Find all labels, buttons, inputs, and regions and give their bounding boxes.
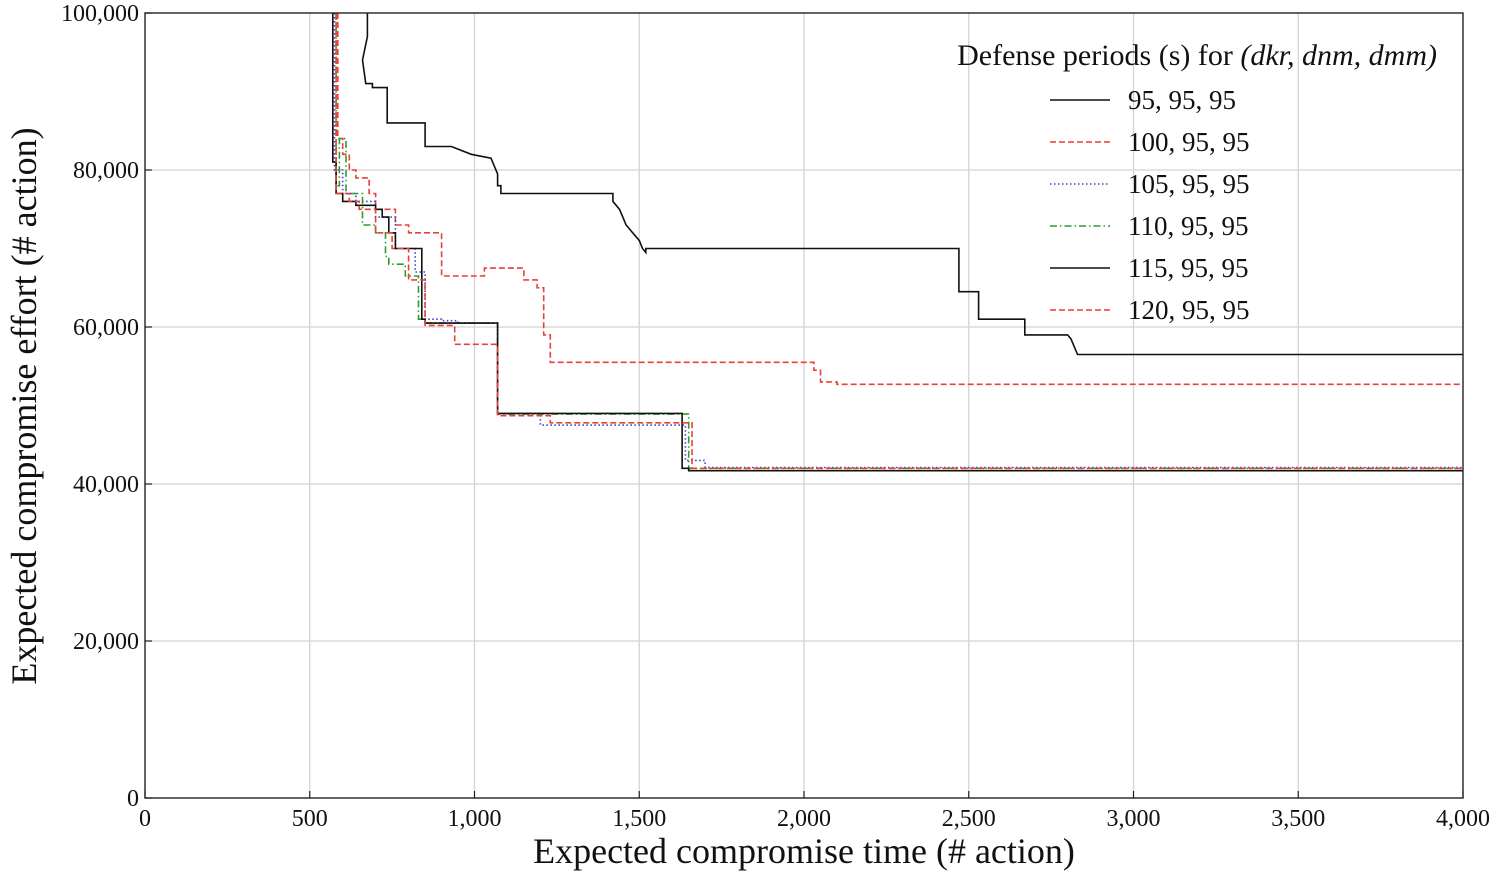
legend-label-6: 120, 95, 95 bbox=[1128, 295, 1250, 325]
series-line-3 bbox=[333, 13, 1463, 469]
legend-title-prefix: Defense periods (s) for bbox=[957, 39, 1240, 72]
y-axis-label: Expected compromise effort (# action) bbox=[4, 127, 44, 684]
series-line-2 bbox=[336, 13, 1463, 386]
legend-items: 95, 95, 95 100, 95, 95 105, 95, 95 110, 95,… bbox=[1050, 85, 1250, 325]
legend: Defense periods (s) for (dkr, dnm, dmm) … bbox=[957, 39, 1437, 325]
series-line-4 bbox=[335, 13, 1463, 470]
legend-title-math: (dkr, dnm, dmm) bbox=[1240, 39, 1437, 72]
axis-ticks: 0 500 1,000 1,500 2,000 2,500 3,000 3,500 4,000 0… bbox=[61, 1, 1490, 832]
x-tick-label: 4,000 bbox=[1436, 806, 1490, 832]
x-tick-label: 0 bbox=[139, 806, 151, 832]
grid-lines bbox=[145, 13, 1463, 798]
y-tick-label: 100,000 bbox=[61, 1, 139, 27]
x-tick-label: 500 bbox=[292, 806, 328, 832]
x-axis-label: Expected compromise time (# action) bbox=[533, 831, 1075, 871]
x-tick-label: 2,500 bbox=[942, 806, 996, 832]
legend-title: Defense periods (s) for (dkr, dnm, dmm) bbox=[957, 39, 1437, 72]
legend-label-2: 100, 95, 95 bbox=[1128, 127, 1250, 157]
x-tick-label: 1,500 bbox=[612, 806, 666, 832]
x-tick-label: 3,500 bbox=[1271, 806, 1325, 832]
series-line-5 bbox=[331, 13, 1463, 472]
series-line-1 bbox=[361, 13, 1463, 356]
legend-label-5: 115, 95, 95 bbox=[1128, 253, 1249, 283]
y-tick-label: 60,000 bbox=[73, 315, 139, 341]
x-tick-label: 2,000 bbox=[777, 806, 831, 832]
y-tick-label: 80,000 bbox=[73, 158, 139, 184]
series-lines bbox=[331, 13, 1463, 472]
x-tick-label: 3,000 bbox=[1107, 806, 1161, 832]
series-line-6 bbox=[335, 13, 1463, 470]
y-tick-label: 20,000 bbox=[73, 629, 139, 655]
legend-label-3: 105, 95, 95 bbox=[1128, 169, 1250, 199]
y-tick-label: 40,000 bbox=[73, 472, 139, 498]
legend-label-1: 95, 95, 95 bbox=[1128, 85, 1236, 115]
x-tick-label: 1,000 bbox=[448, 806, 502, 832]
legend-label-4: 110, 95, 95 bbox=[1128, 211, 1249, 241]
y-tick-label: 0 bbox=[127, 786, 139, 812]
